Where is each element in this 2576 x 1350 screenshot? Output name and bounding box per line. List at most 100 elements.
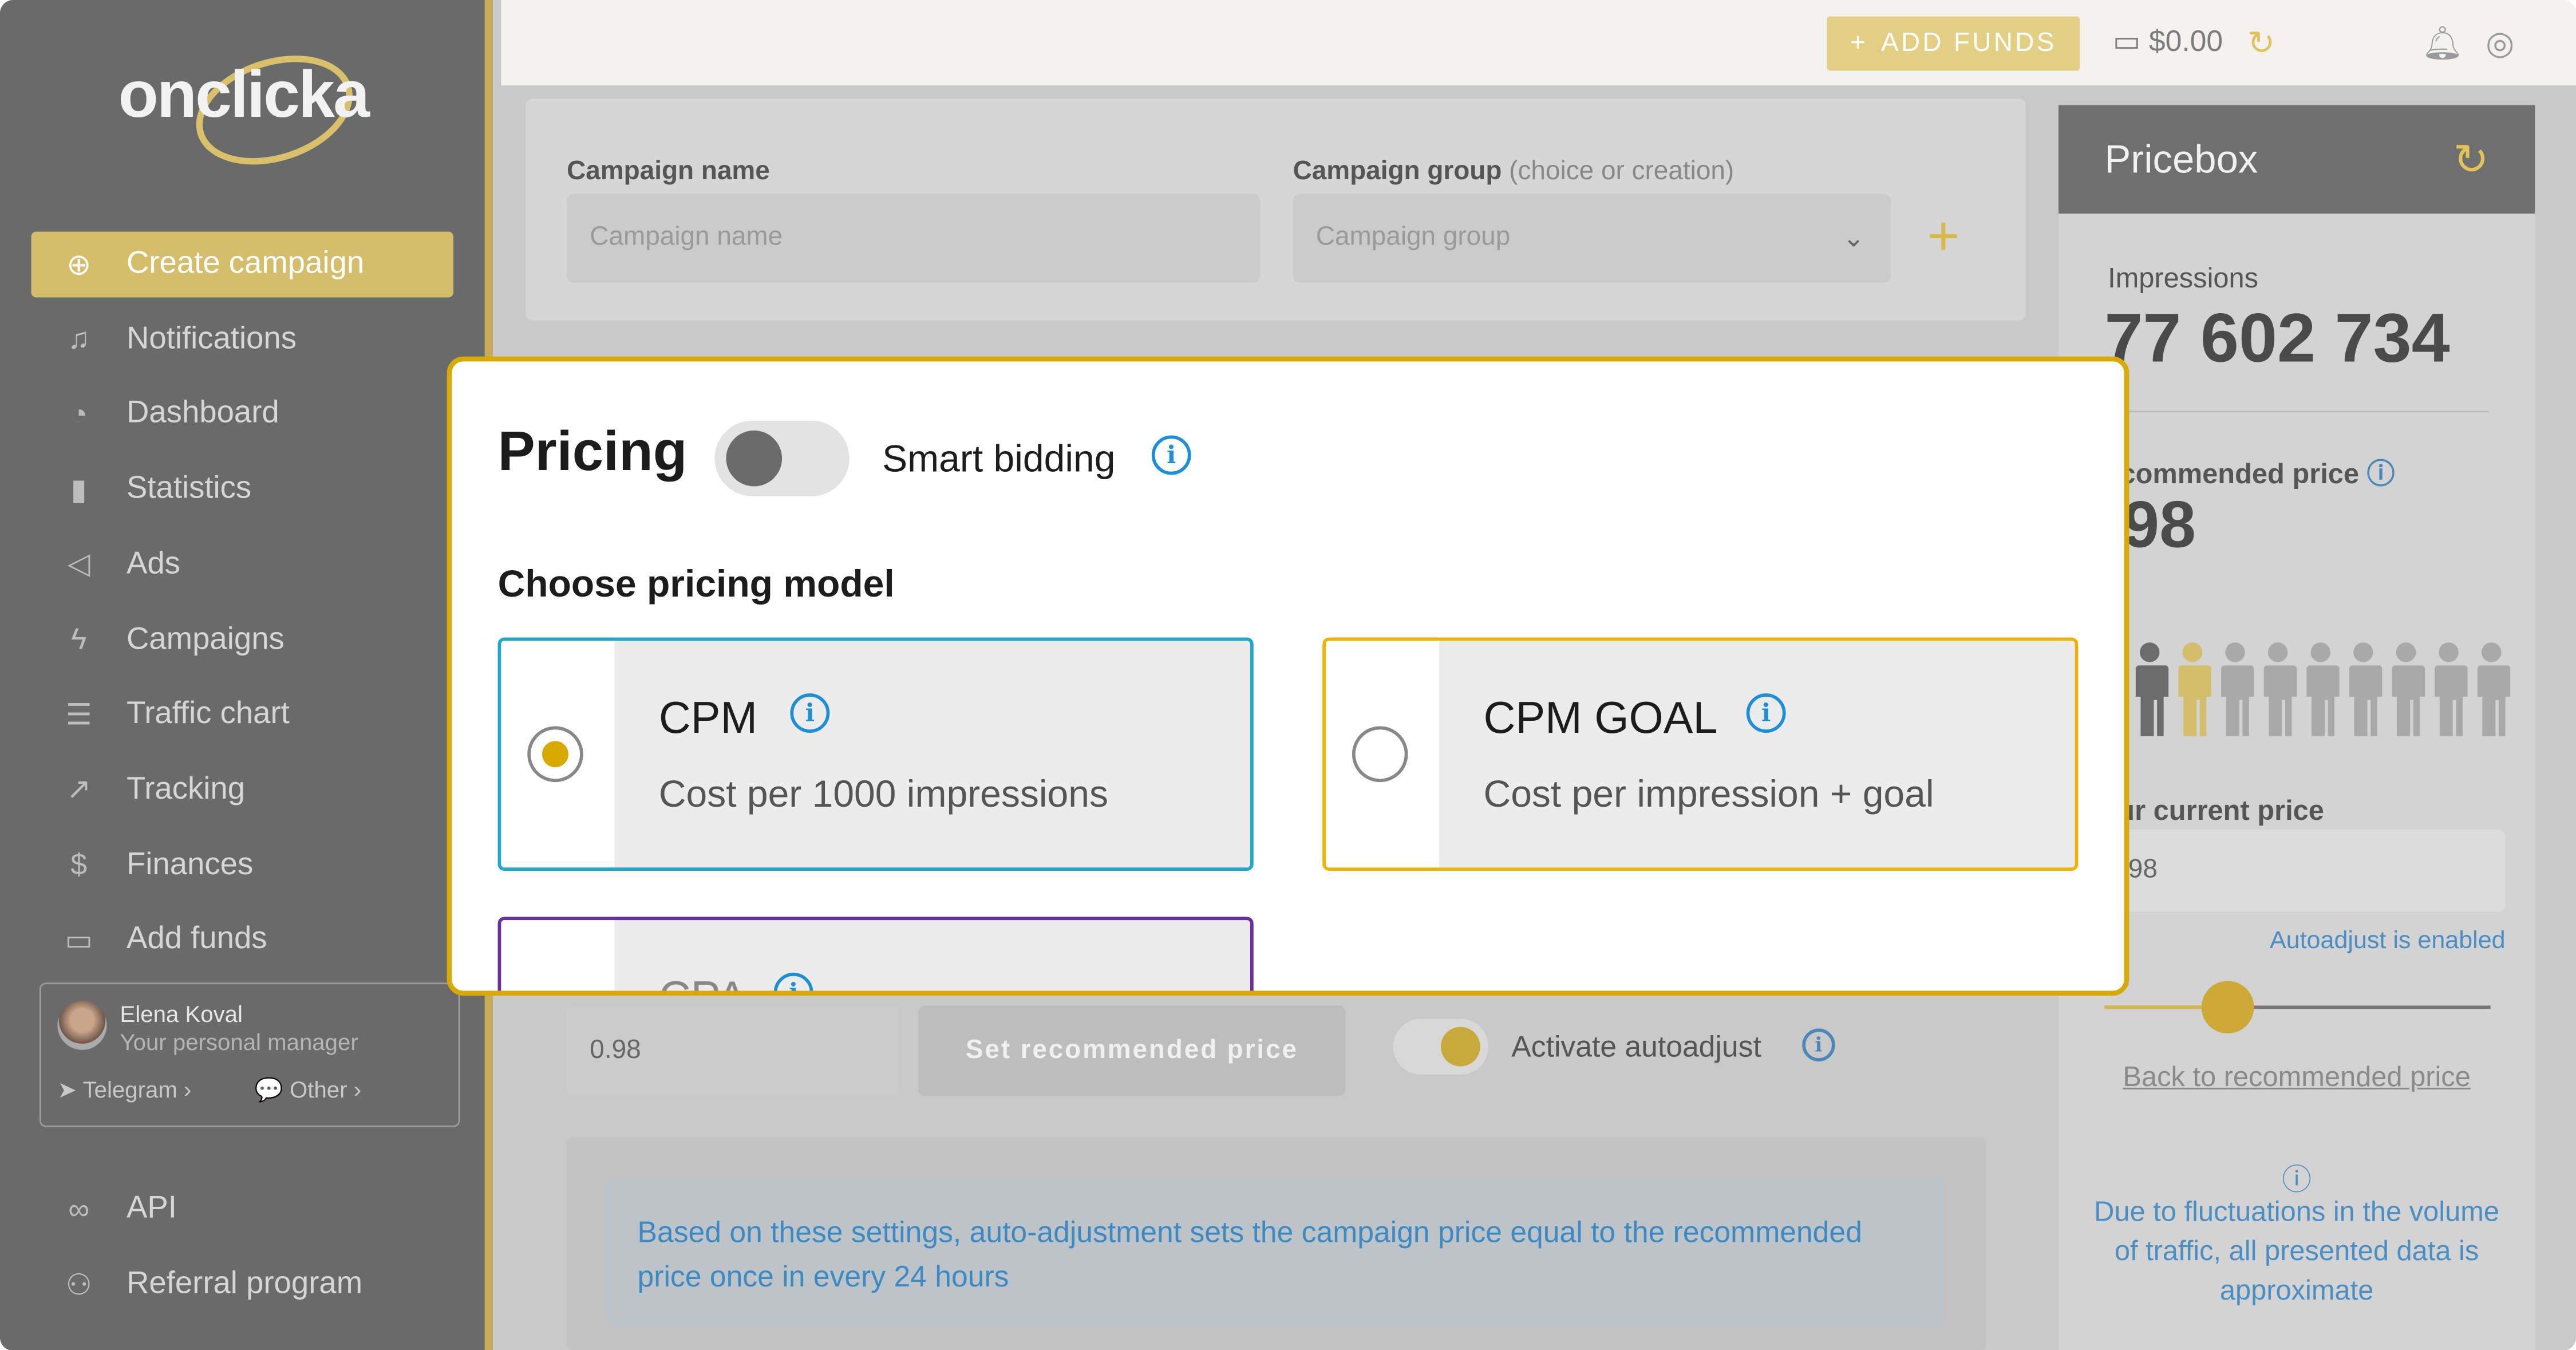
list-icon: ☰ — [65, 697, 92, 731]
radio-cpm-goal[interactable] — [1326, 641, 1440, 868]
info-icon[interactable]: i — [1746, 693, 1786, 733]
add-funds-label: ADD FUNDS — [1881, 29, 2057, 57]
disclaimer: Due to fluctuations in the volume of tra… — [2094, 1196, 2500, 1306]
recommended-price-label: ecommended price ⓘ — [2104, 450, 2395, 491]
link-icon: ∞ — [68, 1192, 90, 1225]
other-link[interactable]: 💬 Other › — [254, 1076, 362, 1103]
current-price-input[interactable]: .98 — [2104, 830, 2506, 912]
refresh-balance-icon[interactable]: ↻ — [2247, 26, 2275, 63]
option-description: Cost per 1000 impressions — [658, 772, 1108, 815]
person-icon — [2259, 641, 2297, 739]
person-icon — [2472, 641, 2511, 739]
pricing-title: Pricing — [497, 420, 688, 483]
person-icon — [2216, 641, 2254, 739]
set-recommended-price-button[interactable]: Set recommended price — [918, 1005, 1346, 1096]
info-icon[interactable]: i — [1802, 1028, 1835, 1061]
user-settings-icon[interactable]: ◎ — [2486, 26, 2515, 63]
sidebar-item-notifications[interactable]: ♫ Notifications — [31, 307, 454, 373]
bell-icon: ♫ — [68, 322, 90, 356]
plus-icon: + — [1850, 29, 1868, 57]
sidebar-item-label: Dashboard — [126, 396, 279, 432]
logo: onclicka — [118, 59, 370, 132]
add-funds-button[interactable]: + ADD FUNDS — [1827, 16, 2080, 71]
smart-bidding-label: Smart bidding — [882, 437, 1116, 480]
option-description: Cost per impression + goal — [1483, 772, 1934, 815]
card-icon: ▭ — [65, 923, 93, 956]
group-placeholder: Campaign group — [1315, 223, 1511, 252]
sidebar-item-label: Finances — [126, 847, 254, 882]
info-icon[interactable]: i — [773, 972, 813, 991]
bell-icon[interactable]: 🔔︎ — [2421, 26, 2464, 63]
radio-cpa[interactable] — [501, 920, 615, 991]
sidebar-item-ads[interactable]: ◁ Ads — [31, 532, 454, 598]
slider-thumb[interactable] — [2202, 981, 2255, 1034]
sidebar-item-traffic-chart[interactable]: ☰ Traffic chart — [31, 682, 454, 748]
lightning-icon: ϟ — [71, 622, 87, 656]
avatar — [57, 1000, 107, 1050]
autoadjust-toggle[interactable] — [1393, 1019, 1489, 1075]
sidebar-item-statistics[interactable]: ▮ Statistics — [31, 457, 454, 523]
trend-icon: ↗ — [66, 772, 92, 806]
sidebar-item-api[interactable]: ∞ API — [31, 1177, 454, 1242]
info-icon: ⓘ — [2282, 1163, 2312, 1197]
sidebar-item-label: Traffic chart — [126, 697, 290, 732]
sidebar-item-campaigns[interactable]: ϟ Campaigns — [31, 607, 454, 673]
autoadjust-note: Based on these settings, auto-adjustment… — [607, 1178, 1944, 1327]
sidebar-item-label: Create campaign — [126, 246, 365, 281]
audience-people — [2131, 641, 2511, 739]
sidebar-item-label: Add funds — [126, 922, 267, 957]
sidebar-item-finances[interactable]: $ Finances — [31, 832, 454, 898]
sidebar-item-add-funds[interactable]: ▭ Add funds — [31, 907, 454, 973]
pie-chart-icon: ◔ — [70, 397, 88, 431]
person-icon — [2387, 641, 2425, 739]
campaign-name-label: Campaign name — [567, 157, 770, 186]
person-icon — [2430, 641, 2468, 739]
price-slider[interactable] — [2104, 981, 2491, 1034]
manager-card: Elena Koval Your personal manager ➤ Tele… — [39, 982, 460, 1127]
group-label-text: Campaign group — [1293, 157, 1502, 186]
campaign-name-input[interactable]: Campaign name — [567, 194, 1261, 283]
telegram-link[interactable]: ➤ Telegram › — [57, 1076, 192, 1103]
info-icon[interactable]: ⓘ — [2366, 458, 2395, 490]
person-icon — [2302, 641, 2340, 739]
person-icon — [2344, 641, 2383, 739]
divider — [2104, 410, 2489, 413]
balance: ▭ $0.00 — [2113, 25, 2223, 59]
pricebox-title: Pricebox — [2058, 105, 2535, 214]
sidebar-item-dashboard[interactable]: ◔ Dashboard — [31, 382, 454, 448]
manager-name: Elena Koval — [120, 1000, 243, 1027]
recommended-label-text: ecommended price — [2104, 458, 2360, 490]
sidebar-item-label: Ads — [126, 547, 180, 582]
info-icon[interactable]: i — [1151, 435, 1191, 475]
pricebox: Pricebox ↻ Impressions 77 602 734 ecomme… — [2058, 105, 2535, 1350]
current-price-label: ur current price — [2117, 795, 2324, 827]
pricing-option-cpm-goal[interactable]: CPM GOAL i Cost per impression + goal — [1322, 637, 2079, 871]
smart-bidding-toggle[interactable] — [714, 420, 850, 496]
refresh-icon[interactable]: ↻ — [2453, 135, 2489, 184]
radio-cpm[interactable] — [501, 641, 615, 868]
top-bar — [501, 0, 2576, 86]
telegram-icon: ➤ — [57, 1076, 83, 1103]
campaign-group-select[interactable]: Campaign group ⌄ — [1293, 194, 1891, 283]
pricing-option-cpm[interactable]: CPM i Cost per 1000 impressions — [497, 637, 1254, 871]
autoadjust-label: Activate autoadjust — [1511, 1030, 1761, 1063]
sidebar-item-referral[interactable]: ⚇ Referral program — [31, 1252, 454, 1318]
option-title: CPA — [659, 973, 747, 991]
info-icon[interactable]: i — [790, 693, 830, 733]
add-group-button[interactable]: + — [1927, 205, 1960, 268]
other-label: Other — [290, 1076, 347, 1103]
sidebar-item-create-campaign[interactable]: ⊕ Create campaign — [31, 231, 454, 298]
autoadjust-status: Autoadjust is enabled — [2269, 926, 2506, 955]
price-input[interactable]: 0.98 — [567, 1005, 900, 1096]
sidebar-item-label: Tracking — [126, 772, 246, 807]
sidebar-item-label: Campaigns — [126, 622, 285, 657]
chevron-down-icon: ⌄ — [1842, 225, 1865, 253]
pricing-option-cpa[interactable]: CPA i — [497, 917, 1254, 991]
balance-value: $0.00 — [2148, 25, 2223, 58]
wallet-icon: ▭ — [2112, 25, 2149, 58]
sidebar-item-tracking[interactable]: ↗ Tracking — [31, 757, 454, 823]
telegram-label: Telegram — [82, 1076, 177, 1103]
bar-chart-icon: ▮ — [70, 472, 87, 506]
back-to-recommended-link[interactable]: Back to recommended price — [2123, 1061, 2471, 1093]
